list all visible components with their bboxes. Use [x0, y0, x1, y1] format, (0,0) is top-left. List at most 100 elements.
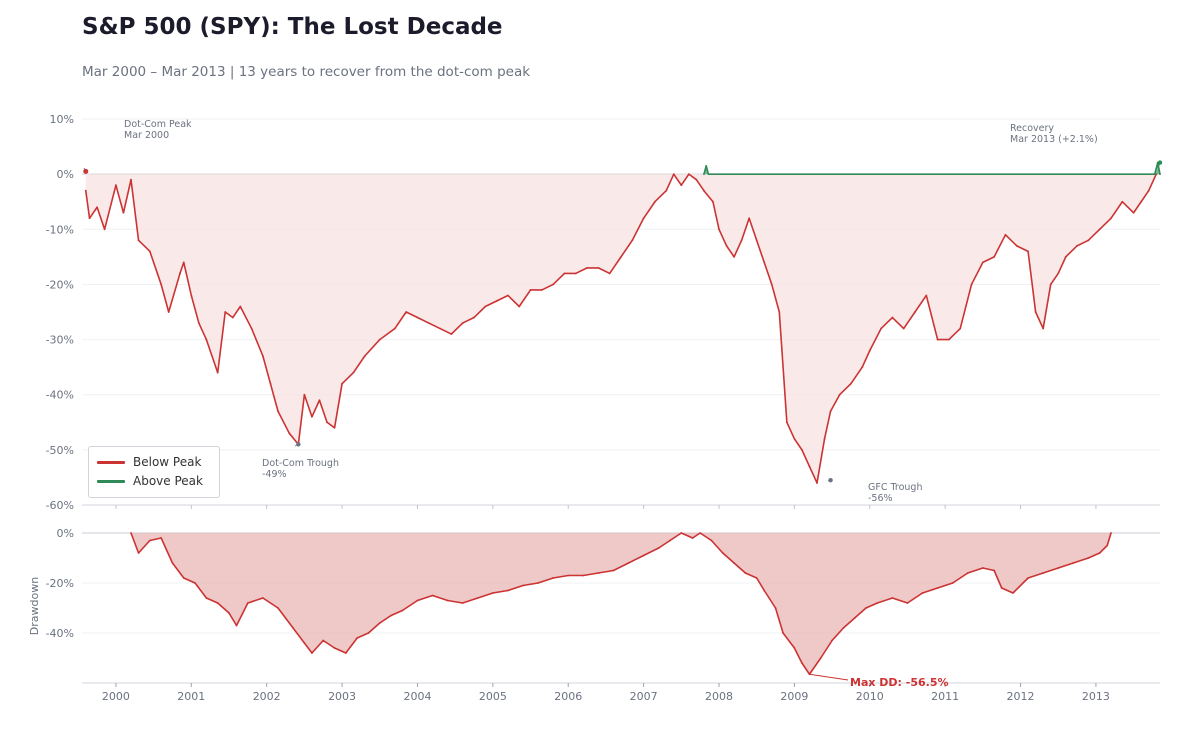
- data-point: [936, 338, 939, 341]
- annotation-label: Recovery: [1010, 123, 1054, 134]
- y-axis-label: Drawdown: [28, 577, 41, 635]
- data-point: [1098, 552, 1101, 554]
- x-tick-label: 2001: [177, 690, 205, 703]
- data-point: [691, 537, 694, 539]
- data-point: [793, 647, 796, 649]
- data-point: [608, 272, 611, 275]
- data-point: [925, 294, 928, 297]
- data-point: [390, 614, 392, 617]
- data-point: [993, 569, 996, 572]
- annotation-label: GFC Trough: [868, 482, 922, 493]
- data-point: [269, 382, 272, 385]
- data-point: [148, 250, 151, 253]
- data-point: [88, 217, 91, 220]
- data-point: [1132, 211, 1135, 214]
- data-point: [228, 612, 230, 614]
- data-point: [1110, 217, 1112, 220]
- data-point: [171, 562, 174, 564]
- data-point: [710, 539, 713, 542]
- y-tick-label: 0%: [57, 168, 74, 181]
- data-point: [586, 267, 588, 269]
- data-point: [122, 211, 125, 214]
- chart-subtitle: Mar 2000 – Mar 2013 | 13 years to recove…: [82, 64, 531, 80]
- data-point: [733, 562, 735, 564]
- data-point: [891, 316, 894, 319]
- legend-swatch-below-peak: [97, 460, 125, 464]
- data-point: [1027, 250, 1029, 253]
- data-point: [148, 539, 151, 542]
- data-point: [552, 577, 555, 579]
- data-point: [733, 255, 735, 258]
- data-point: [495, 300, 498, 302]
- data-point: [1004, 233, 1007, 236]
- y-tick-label: 0%: [57, 527, 74, 540]
- chart-title: S&P 500 (SPY): The Lost Decade: [82, 14, 503, 40]
- data-point: [160, 537, 163, 539]
- data-point: [850, 382, 852, 385]
- data-point: [574, 272, 577, 275]
- data-point: [1110, 532, 1112, 534]
- data-point: [262, 355, 264, 358]
- data-point: [537, 582, 539, 584]
- data-point: [507, 589, 509, 592]
- area-above-peak: [703, 162, 1160, 175]
- data-point: [130, 532, 132, 534]
- data-point: [842, 627, 845, 629]
- data-point: [303, 393, 306, 396]
- annotation-sublabel: Mar 2000: [124, 130, 169, 141]
- y-tick-label: -40%: [46, 627, 74, 640]
- data-point: [567, 574, 570, 577]
- y-tick-label: -30%: [46, 334, 74, 347]
- data-point: [190, 294, 193, 297]
- data-point: [1153, 173, 1156, 176]
- data-point: [774, 607, 777, 609]
- data-point: [552, 283, 555, 286]
- data-point: [654, 200, 656, 203]
- data-point: [1042, 327, 1045, 330]
- x-tick-label: 2004: [403, 690, 431, 703]
- annotation-point: [296, 442, 301, 447]
- data-point: [393, 327, 396, 330]
- data-point: [529, 289, 532, 291]
- data-point: [84, 189, 87, 192]
- data-point: [981, 261, 984, 264]
- max-drawdown-label: Max DD: -56.5%: [850, 676, 949, 689]
- data-point: [748, 217, 751, 220]
- data-point: [1147, 189, 1150, 192]
- y-tick-label: -50%: [46, 444, 74, 457]
- data-point: [808, 465, 811, 468]
- data-point: [1106, 544, 1109, 547]
- data-point: [378, 622, 381, 624]
- data-point: [876, 602, 879, 604]
- data-point: [484, 305, 487, 308]
- data-point: [1015, 244, 1018, 247]
- data-point: [642, 554, 645, 557]
- data-point: [718, 228, 720, 231]
- data-point: [231, 316, 234, 319]
- data-point: [288, 432, 291, 435]
- data-point: [669, 539, 671, 542]
- data-point: [1057, 272, 1060, 275]
- data-point: [680, 184, 683, 187]
- data-point: [993, 255, 996, 258]
- data-point: [115, 184, 117, 187]
- data-point: [1076, 244, 1078, 247]
- annotation-arrow: [809, 673, 849, 681]
- data-point: [356, 637, 359, 639]
- data-point: [703, 173, 705, 176]
- y-tick-label: -60%: [46, 499, 74, 512]
- data-point: [540, 289, 543, 291]
- data-point: [823, 437, 826, 440]
- data-point: [277, 410, 279, 413]
- data-point: [224, 311, 227, 313]
- data-point: [563, 272, 566, 275]
- legend-item-above-peak: Above Peak: [97, 474, 203, 488]
- x-tick-label: 2006: [554, 690, 582, 703]
- annotation-label: Dot-Com Trough: [262, 458, 339, 469]
- data-point: [450, 333, 453, 335]
- annotation-label: Dot-Com Peak: [124, 119, 192, 130]
- data-point: [597, 572, 600, 574]
- data-point: [816, 482, 818, 484]
- data-point: [665, 189, 668, 192]
- data-point: [782, 632, 784, 634]
